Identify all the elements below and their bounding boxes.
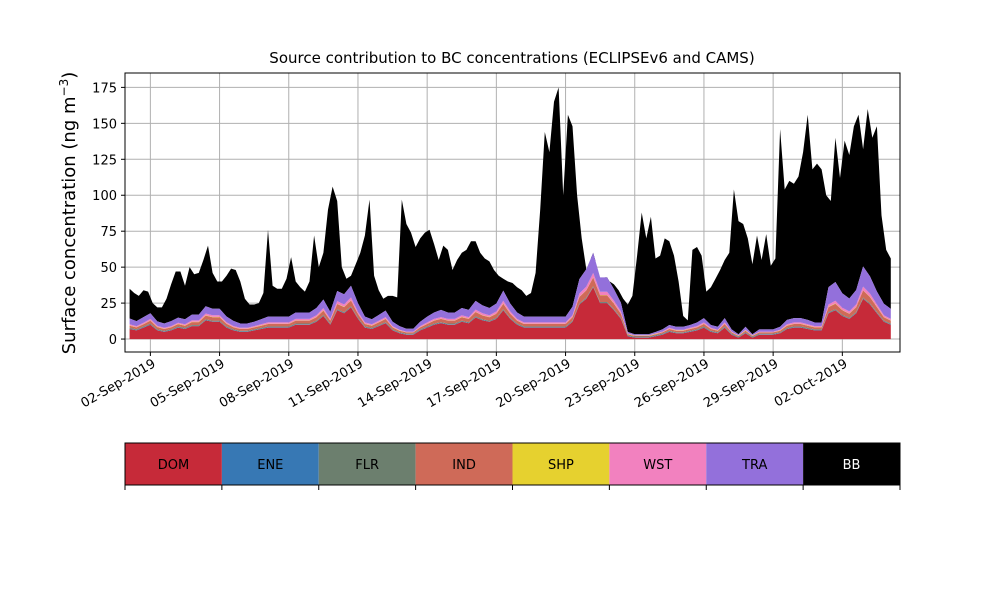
x-tick-label: 20-Sep-2019: [494, 356, 574, 411]
legend-swatch-dom: [125, 443, 222, 485]
x-tick-label: 26-Sep-2019: [632, 356, 712, 411]
legend-swatch-ene: [221, 443, 319, 485]
legend-label-flr: FLR: [355, 458, 379, 473]
y-axis-label-main: Surface concentration (ng m: [59, 96, 80, 354]
legend-label-ene: ENE: [257, 458, 283, 473]
legend-label-tra: TRA: [741, 458, 767, 473]
y-axis-label: Surface concentration (ng m−3): [57, 72, 80, 355]
legend-colorbar: DOM ENE FLR IND SHP WST TRA BB: [124, 442, 901, 490]
legend-swatch-bb: [803, 443, 900, 485]
y-tick-label: 150: [92, 117, 117, 132]
legend-swatch-ind: [415, 443, 513, 485]
plot-frame: [124, 72, 901, 353]
x-tick-label: 23-Sep-2019: [563, 356, 643, 411]
x-tick-label: 14-Sep-2019: [355, 356, 435, 411]
y-tick-label: 75: [100, 225, 117, 240]
y-tick-label: 125: [92, 153, 117, 168]
x-tick-label: 02-Oct-2019: [772, 356, 850, 410]
legend-swatch-shp: [512, 443, 610, 485]
x-axis-ticks: 02-Sep-201905-Sep-201908-Sep-201911-Sep-…: [79, 352, 850, 411]
stacked-areas: [129, 87, 891, 340]
x-tick-label: 11-Sep-2019: [286, 356, 366, 411]
x-tick-label: 05-Sep-2019: [148, 356, 228, 411]
x-tick-label: 17-Sep-2019: [425, 356, 505, 411]
area-bb: [129, 87, 891, 335]
y-axis-label-close: ): [59, 72, 80, 79]
y-tick-label: 50: [100, 261, 117, 276]
legend-label-dom: DOM: [158, 458, 189, 473]
y-tick-label: 175: [92, 81, 117, 96]
x-tick-label: 08-Sep-2019: [217, 356, 297, 411]
legend-label-shp: SHP: [548, 458, 574, 473]
legend-label-bb: BB: [843, 458, 861, 473]
area-dom: [129, 287, 891, 340]
chart-title: Source contribution to BC concentrations…: [269, 49, 754, 67]
x-tick-label: 02-Sep-2019: [79, 356, 159, 411]
y-tick-label: 0: [109, 333, 117, 348]
y-tick-label: 100: [92, 189, 117, 204]
legend-swatch-flr: [318, 443, 416, 485]
legend-label-ind: IND: [452, 458, 476, 473]
y-tick-label: 25: [100, 297, 117, 312]
legend-swatch-tra: [706, 443, 804, 485]
y-axis-ticks: 0 25 50 75 100 125 150 175: [92, 81, 125, 348]
legend-swatch-wst: [609, 443, 707, 485]
legend-label-wst: WST: [643, 458, 672, 473]
x-tick-label: 29-Sep-2019: [701, 356, 781, 411]
y-axis-label-superscript: −3: [57, 79, 71, 97]
